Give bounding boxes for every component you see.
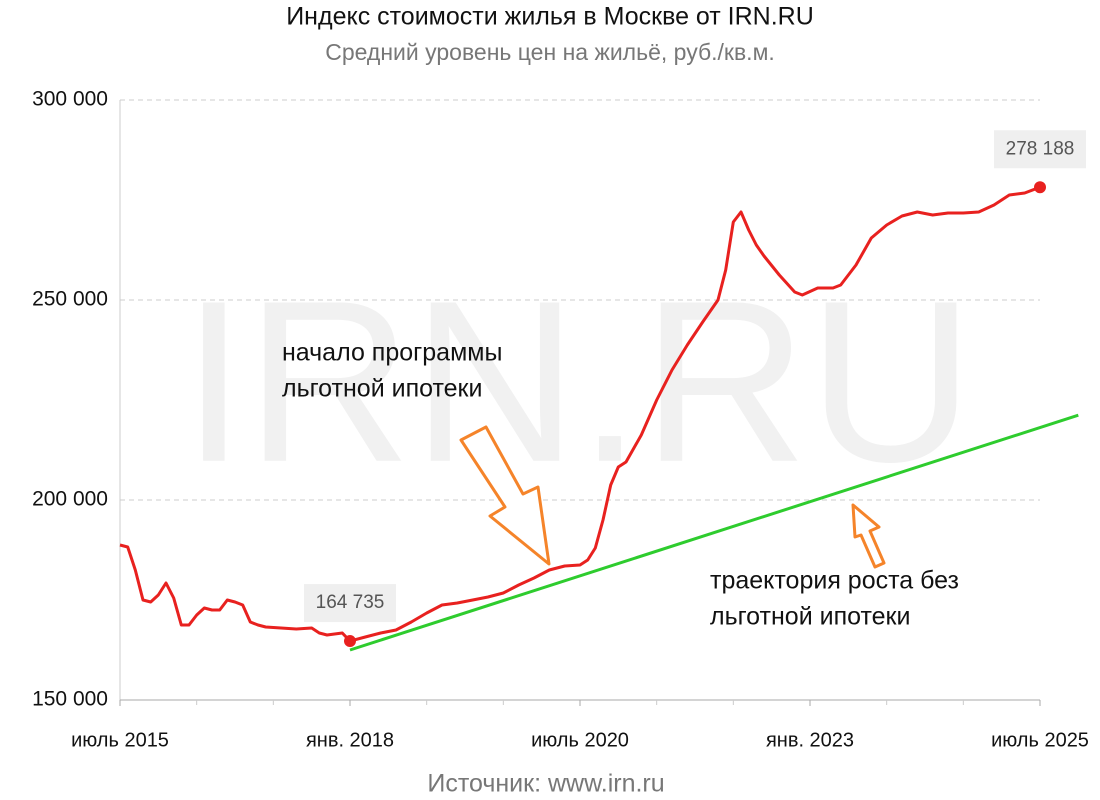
series-line [349,413,1079,652]
watermark: IRN.RU [182,253,974,510]
point-marker [344,635,356,648]
value-label-box [304,584,396,623]
value-label: 164 735 [316,592,385,613]
series-line [119,185,1041,643]
arrow [851,503,886,569]
chart-title: Индекс стоимости жилья в Москве от IRN.R… [286,3,814,31]
chart-subtitle: Средний уровень цен на жильё, руб./кв.м. [325,39,775,65]
annotation: начало программы [282,339,502,367]
y-tick-label: 150 000 [32,688,108,711]
annotation: льготной ипотеки [710,603,910,631]
point-marker [1034,181,1046,194]
source: Источник: www.irn.ru [427,770,664,798]
x-tick-label: янв. 2023 [766,729,854,751]
x-tick-label: июль 2025 [991,729,1089,751]
value-label: 278 188 [1006,138,1075,159]
plot-area: 150 000 200 000 250 000 300 000 июль 2015 янв… [32,88,1089,752]
x-tick-label: июль 2020 [531,729,629,751]
x-tick-label: июль 2015 [71,729,169,751]
arrow [459,425,551,566]
value-label-box [994,130,1086,169]
annotation: траектория роста без [710,567,959,595]
annotation: льготной ипотеки [282,375,482,403]
y-tick-label: 250 000 [32,288,108,311]
y-tick-label: 300 000 [32,88,108,111]
x-tick-label: янв. 2018 [306,729,394,751]
y-tick-label: 200 000 [32,488,108,511]
